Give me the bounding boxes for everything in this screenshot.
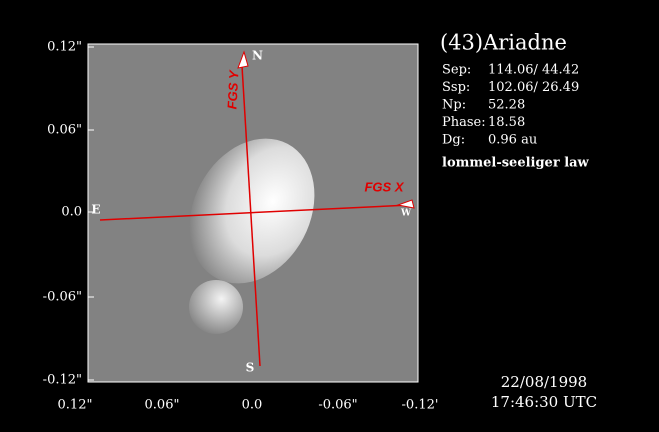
asteroid-primary	[189, 138, 315, 284]
fgs-y-label: FGS Y	[224, 69, 241, 110]
x-tick-label: 0.12"	[58, 398, 93, 413]
stat-value: 18.58	[488, 115, 525, 130]
object-title: (43)Ariadne	[440, 31, 567, 55]
west-arrow	[396, 199, 415, 209]
direction-west: W	[400, 209, 412, 219]
x-tick-label: -0.12'	[402, 398, 439, 413]
time: 17:46:30 UTC	[491, 393, 597, 411]
y-tick-label: 0.12"	[47, 40, 82, 55]
direction-north: N	[252, 49, 263, 63]
fgs-y-axis	[241, 65, 261, 367]
stat-label: Ssp:	[442, 80, 470, 95]
scattering-law: lommel-seeliger law	[442, 156, 590, 171]
fgs-x-label: FGS X	[364, 179, 404, 194]
y-tick-label: -0.12"	[43, 373, 82, 388]
stat-value: 52.28	[488, 98, 525, 113]
x-tick-label: -0.06"	[318, 398, 357, 413]
y-tick-label: 0.0	[61, 205, 82, 220]
x-tick-label: 0.06"	[145, 398, 180, 413]
stat-label: Np:	[442, 98, 466, 113]
fgs-x-axis	[99, 204, 411, 221]
direction-east: E	[91, 203, 100, 217]
stat-label: Dg:	[442, 133, 465, 148]
stat-label: Phase:	[442, 115, 486, 130]
stat-value: 0.96 au	[488, 133, 537, 148]
x-tick-label: 0.0	[242, 398, 263, 413]
date: 22/08/1998	[501, 373, 587, 391]
direction-south: S	[246, 361, 255, 375]
y-tick-label: -0.06"	[43, 290, 82, 305]
x-tick-labels: 0.12" 0.06" 0.0 -0.06" -0.12'	[58, 398, 439, 413]
north-arrow	[237, 50, 249, 69]
asteroid-lobe	[189, 280, 243, 334]
stat-label: Sep:	[442, 63, 471, 78]
y-tick-labels: 0.12" 0.06" 0.0 -0.06" -0.12"	[43, 40, 94, 388]
stat-value: 114.06/ 44.42	[488, 63, 579, 78]
y-tick-label: 0.06"	[47, 123, 82, 138]
stat-value: 102.06/ 26.49	[488, 80, 579, 95]
stats: Sep: 114.06/ 44.42 Ssp: 102.06/ 26.49 Np: 52.…	[442, 63, 579, 148]
